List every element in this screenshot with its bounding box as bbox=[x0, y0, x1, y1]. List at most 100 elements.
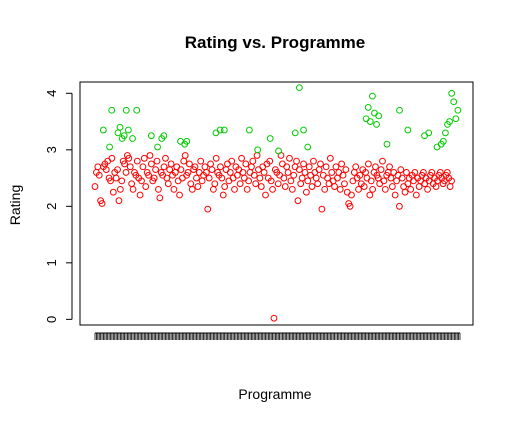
data-point-high bbox=[425, 129, 433, 137]
data-point bbox=[256, 174, 264, 182]
data-point bbox=[147, 160, 155, 168]
data-point bbox=[274, 180, 282, 188]
data-point bbox=[321, 185, 329, 193]
data-point-high bbox=[366, 118, 374, 125]
data-point bbox=[339, 171, 347, 179]
data-point bbox=[139, 163, 147, 171]
data-point-high bbox=[448, 89, 456, 97]
data-point-high bbox=[396, 106, 403, 114]
data-point-high bbox=[454, 106, 462, 114]
data-point-high bbox=[383, 140, 391, 148]
data-point bbox=[286, 154, 293, 162]
data-point bbox=[407, 185, 415, 193]
data-point bbox=[401, 188, 409, 196]
data-point bbox=[394, 171, 402, 179]
data-point-high bbox=[433, 143, 441, 151]
data-point bbox=[283, 163, 291, 171]
data-point bbox=[398, 174, 406, 182]
data-point bbox=[240, 174, 248, 182]
data-point bbox=[155, 185, 162, 193]
data-point bbox=[239, 169, 247, 176]
data-point bbox=[98, 200, 106, 207]
data-point bbox=[166, 166, 174, 173]
data-point bbox=[107, 177, 114, 185]
data-point-high bbox=[296, 84, 303, 92]
data-point bbox=[343, 188, 351, 196]
data-point bbox=[245, 177, 253, 185]
data-point bbox=[221, 183, 229, 190]
data-point-high bbox=[362, 115, 370, 123]
data-point bbox=[390, 169, 398, 176]
data-point bbox=[167, 160, 175, 168]
data-point bbox=[376, 180, 384, 188]
data-point bbox=[388, 183, 396, 190]
data-point bbox=[238, 154, 245, 162]
x-axis bbox=[94, 332, 461, 340]
data-point-high bbox=[108, 106, 116, 114]
data-point bbox=[281, 183, 289, 190]
data-point bbox=[419, 169, 427, 176]
data-point bbox=[252, 180, 260, 188]
data-point bbox=[209, 185, 217, 193]
data-point-high bbox=[216, 126, 224, 134]
data-point bbox=[156, 194, 164, 202]
y-tick-label: 3 bbox=[44, 146, 59, 153]
data-point bbox=[356, 171, 364, 179]
data-point bbox=[205, 174, 213, 182]
data-point bbox=[186, 160, 193, 168]
data-point-high bbox=[160, 132, 168, 140]
data-point bbox=[195, 169, 203, 176]
data-point bbox=[187, 180, 195, 188]
data-point bbox=[300, 160, 307, 168]
data-point bbox=[393, 177, 400, 185]
data-point bbox=[404, 180, 412, 188]
data-point bbox=[184, 169, 192, 176]
data-point bbox=[212, 154, 220, 162]
data-point bbox=[302, 188, 310, 196]
data-point bbox=[308, 183, 316, 190]
data-point bbox=[314, 180, 322, 188]
data-point bbox=[287, 177, 295, 185]
data-point bbox=[325, 180, 333, 188]
data-point bbox=[319, 171, 327, 179]
data-point bbox=[188, 185, 196, 193]
data-point bbox=[178, 174, 186, 182]
data-point bbox=[386, 163, 393, 171]
data-point bbox=[428, 169, 436, 176]
data-point bbox=[410, 177, 417, 185]
data-point bbox=[364, 160, 372, 168]
data-point bbox=[331, 183, 338, 190]
data-point bbox=[293, 157, 300, 165]
data-point bbox=[379, 157, 386, 165]
data-point bbox=[207, 160, 214, 168]
data-point bbox=[233, 171, 241, 179]
data-point bbox=[228, 157, 236, 165]
data-point bbox=[236, 180, 244, 188]
data-point-high bbox=[304, 143, 312, 151]
data-point bbox=[160, 163, 168, 171]
data-point bbox=[217, 163, 224, 171]
data-point bbox=[94, 163, 102, 171]
data-point bbox=[125, 154, 133, 162]
data-point-high bbox=[124, 126, 132, 134]
data-point bbox=[279, 160, 286, 168]
data-point bbox=[315, 166, 323, 173]
data-point bbox=[294, 197, 302, 205]
data-point bbox=[255, 166, 262, 173]
data-point bbox=[145, 171, 152, 179]
data-point bbox=[152, 166, 159, 173]
data-point bbox=[204, 205, 212, 213]
data-point-high bbox=[254, 146, 262, 154]
data-point bbox=[367, 177, 375, 185]
data-point bbox=[109, 188, 117, 196]
data-point-high bbox=[122, 106, 130, 114]
data-point bbox=[257, 183, 265, 190]
data-point bbox=[328, 169, 336, 176]
data-point bbox=[138, 177, 145, 185]
data-point bbox=[366, 191, 374, 199]
data-point bbox=[259, 163, 267, 171]
data-point bbox=[412, 191, 420, 199]
data-point bbox=[177, 166, 185, 173]
data-point-high bbox=[147, 132, 155, 140]
data-point bbox=[180, 157, 188, 165]
